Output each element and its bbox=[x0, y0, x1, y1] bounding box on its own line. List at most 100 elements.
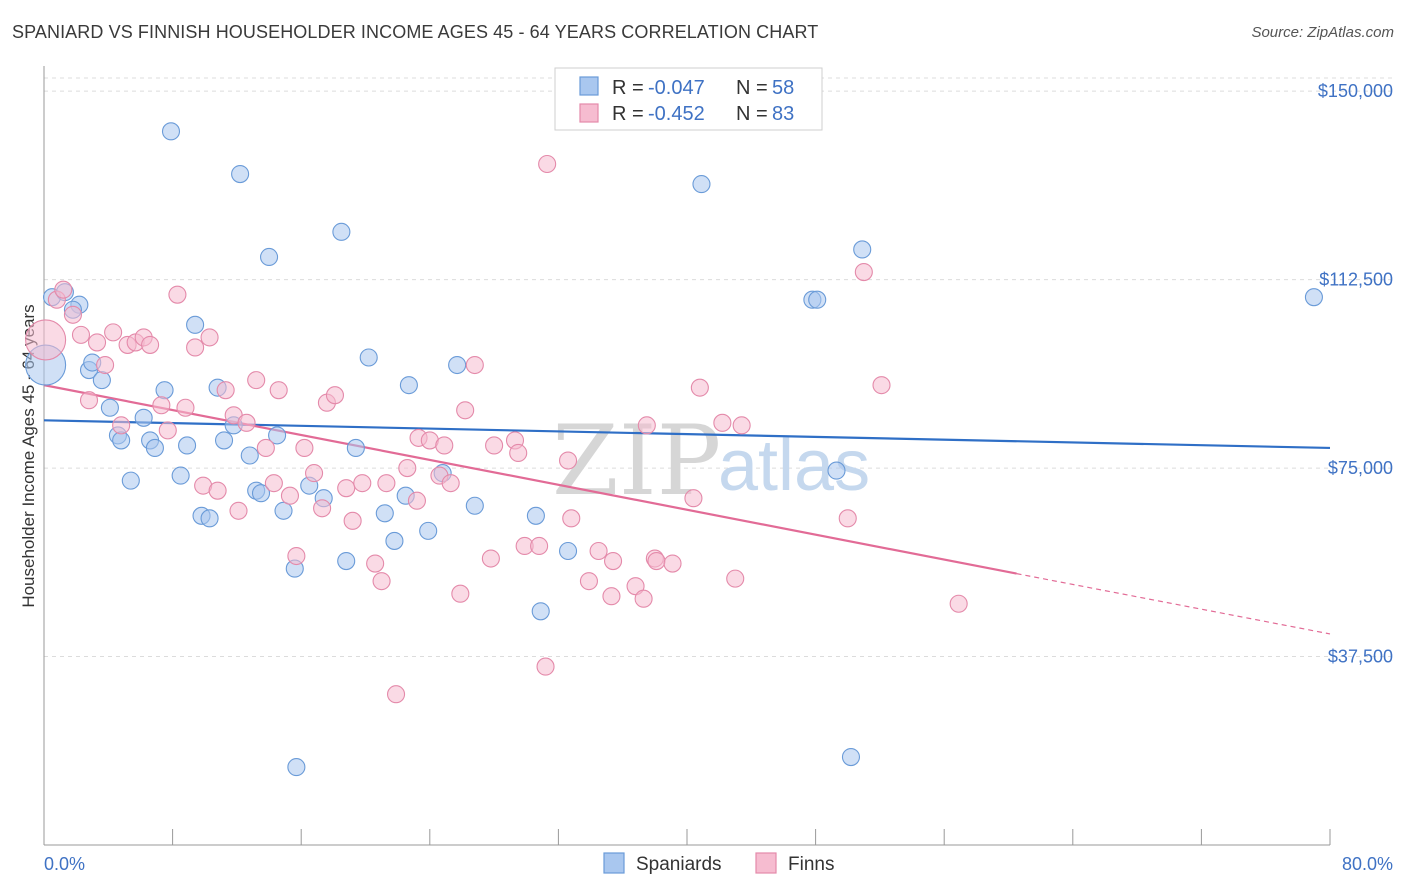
finn-point bbox=[604, 551, 623, 571]
bottom-legend-swatch-finns bbox=[755, 852, 777, 874]
finn-point bbox=[538, 154, 557, 174]
finn-point bbox=[579, 572, 598, 591]
finns-trend-extrapolation bbox=[1016, 573, 1331, 635]
finn-point bbox=[838, 509, 857, 528]
y-tick-labels: $37,500 $75,000 $112,500 $150,000 bbox=[1318, 81, 1393, 666]
legend-frame bbox=[554, 67, 823, 131]
finn-point bbox=[726, 569, 745, 588]
spaniard-point bbox=[841, 747, 861, 767]
spaniard-point bbox=[332, 222, 351, 241]
finn-point bbox=[647, 551, 666, 571]
spaniard-point bbox=[100, 398, 119, 417]
bottom-legend-swatch-spaniards bbox=[603, 852, 625, 874]
finn-point bbox=[176, 398, 195, 417]
finn-point bbox=[141, 335, 160, 354]
spaniard-point bbox=[112, 431, 131, 450]
data-points bbox=[25, 122, 1323, 777]
y-tick-label: $150,000 bbox=[1318, 81, 1393, 101]
finn-point bbox=[216, 381, 235, 400]
finn-point bbox=[435, 436, 454, 455]
finn-point bbox=[158, 421, 177, 440]
finn-point bbox=[366, 554, 385, 573]
spaniard-point bbox=[231, 165, 250, 184]
y-tick-label: $112,500 bbox=[1319, 270, 1393, 290]
legend-r-label-2: R = bbox=[612, 103, 644, 125]
finn-point bbox=[690, 378, 709, 397]
spaniard-point bbox=[240, 446, 259, 465]
spaniard-point bbox=[214, 431, 234, 450]
spaniard-point bbox=[121, 471, 140, 490]
bottom-legend-finns: Finns bbox=[788, 854, 834, 875]
finn-point bbox=[684, 489, 703, 508]
spaniard-point bbox=[1304, 288, 1323, 307]
spaniard-point bbox=[827, 461, 846, 480]
finn-point bbox=[602, 587, 621, 606]
spaniard-point bbox=[448, 355, 467, 375]
finn-point bbox=[562, 509, 581, 528]
spaniard-point bbox=[399, 376, 418, 395]
finn-point bbox=[63, 305, 82, 324]
source-credit: Source: ZipAtlas.com bbox=[1251, 24, 1394, 41]
finn-point bbox=[168, 285, 187, 304]
finn-point bbox=[313, 499, 332, 518]
finn-point bbox=[264, 474, 283, 493]
spaniard-point bbox=[134, 408, 153, 427]
spaniard-point bbox=[186, 315, 205, 334]
spaniard-point bbox=[808, 290, 827, 309]
finn-point bbox=[208, 481, 227, 500]
finn-point bbox=[558, 451, 578, 470]
x-tick-label-max: 80.0% bbox=[1342, 854, 1393, 874]
finn-point bbox=[872, 376, 891, 395]
finn-point bbox=[456, 401, 475, 420]
chart-title: SPANIARD VS FINNISH HOUSEHOLDER INCOME A… bbox=[12, 22, 819, 42]
finn-point bbox=[104, 323, 123, 342]
legend-n-label-1: N = bbox=[736, 77, 768, 99]
finn-point bbox=[287, 546, 306, 566]
finn-point bbox=[663, 554, 682, 573]
watermark-atlas: atlas bbox=[718, 426, 870, 506]
spaniard-point bbox=[268, 426, 287, 445]
finn-point bbox=[398, 459, 417, 478]
legend-box: R = -0.047 N = 58 R = -0.452 N = 83 bbox=[554, 67, 823, 131]
spaniard-point bbox=[465, 496, 484, 515]
spaniard-point bbox=[526, 506, 545, 525]
legend-r-value-2: -0.452 bbox=[648, 103, 705, 125]
finn-point bbox=[337, 479, 356, 498]
spaniard-point bbox=[692, 175, 711, 194]
spaniard-point bbox=[531, 602, 550, 621]
legend-swatch-spaniards bbox=[579, 76, 599, 96]
finn-point bbox=[509, 443, 528, 463]
finn-point bbox=[295, 438, 314, 458]
spaniards-trend-line bbox=[43, 419, 1331, 450]
spaniard-point bbox=[274, 501, 293, 520]
spaniard-point bbox=[359, 348, 378, 367]
legend-r-value-1: -0.047 bbox=[648, 77, 705, 99]
finn-point bbox=[71, 325, 91, 344]
finn-point bbox=[589, 541, 608, 561]
finn-point bbox=[280, 486, 299, 505]
finn-point bbox=[200, 328, 219, 347]
legend-n-value-2: 83 bbox=[772, 103, 794, 125]
spaniard-point bbox=[171, 466, 190, 485]
finn-point bbox=[407, 491, 426, 510]
spaniard-point bbox=[375, 504, 394, 523]
finn-point bbox=[112, 416, 131, 435]
finn-point bbox=[237, 413, 256, 432]
spaniard-point bbox=[853, 240, 872, 259]
finn-point bbox=[713, 413, 732, 432]
finn-point bbox=[949, 594, 968, 613]
spaniard-point bbox=[251, 484, 271, 503]
finn-point bbox=[377, 474, 396, 493]
legend-r-label-1: R = bbox=[612, 77, 644, 99]
finn-point bbox=[536, 657, 555, 676]
finn-point bbox=[25, 319, 67, 361]
finn-point bbox=[451, 584, 470, 603]
finn-point bbox=[305, 464, 324, 483]
x-tick-label-min: 0.0% bbox=[44, 854, 85, 874]
finn-point bbox=[87, 333, 107, 352]
spaniard-point bbox=[161, 122, 181, 141]
finn-point bbox=[152, 396, 171, 415]
finn-point bbox=[325, 386, 345, 405]
trend-lines bbox=[43, 384, 1331, 635]
